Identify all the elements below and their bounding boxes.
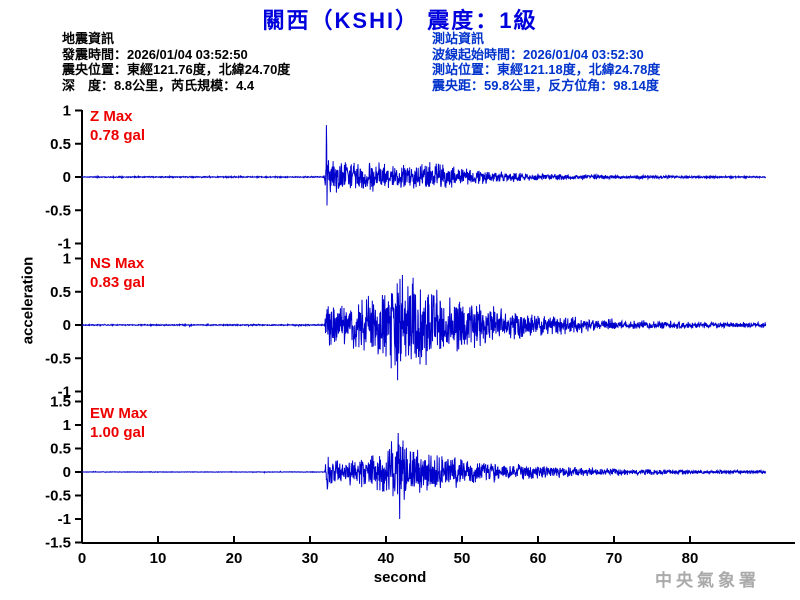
earthquake-epicenter: 震央位置：東經121.76度，北緯24.70度 — [62, 62, 291, 77]
x-tick-label: 10 — [150, 550, 167, 567]
y-tick-label: 0 — [63, 464, 71, 481]
y-tick-label: -1.5 — [45, 535, 71, 552]
z-waveform — [81, 125, 767, 206]
y-tick-label: -0.5 — [45, 488, 71, 505]
y-tick-label: 1 — [63, 251, 71, 268]
z-max-value: 0.78 gal — [90, 127, 146, 144]
y-tick-label: 0.5 — [50, 136, 71, 153]
y-tick-label: -0.5 — [45, 202, 71, 219]
agency-watermark: 中央氣象署 — [655, 571, 760, 590]
station-info-block: 測站資訊 波線起始時間：2026/01/04 03:52:30 測站位置：東經1… — [432, 31, 660, 93]
y-tick-label: -1 — [58, 384, 71, 401]
x-tick-label: 30 — [302, 550, 319, 567]
station-location: 測站位置：東經121.18度，北緯24.78度 — [432, 62, 661, 77]
x-tick-label: 50 — [454, 550, 471, 567]
y-tick-label: 0.5 — [50, 441, 71, 458]
y-tick-label: 1 — [63, 103, 71, 120]
ew-max-label: EW Max — [90, 405, 148, 422]
x-tick-label: 20 — [226, 550, 243, 567]
y-tick-label: -1 — [58, 511, 71, 528]
ew-channel-label: EW Max 1.00 gal — [90, 404, 148, 442]
ns-max-value: 0.83 gal — [90, 274, 146, 291]
x-tick-label: 0 — [78, 550, 86, 567]
x-tick-label: 70 — [606, 550, 623, 567]
y-tick-label: 0 — [63, 317, 71, 334]
earthquake-origin-time: 發震時間：2026/01/04 03:52:50 — [62, 46, 248, 62]
ns-channel-label: NS Max 0.83 gal — [90, 254, 145, 292]
ns-max-label: NS Max — [90, 255, 145, 272]
ns-waveform — [81, 274, 767, 381]
earthquake-depth-magnitude: 深 度：8.8公里，芮氏規模：4.4 — [62, 77, 255, 93]
x-axis-label: second — [373, 569, 427, 586]
y-tick-label: -0.5 — [45, 350, 71, 367]
x-tick-label: 40 — [378, 550, 395, 567]
earthquake-info-heading: 地震資訊 — [62, 31, 115, 46]
earthquake-info-block: 地震資訊 發震時間：2026/01/04 03:52:50 震央位置：東經121… — [62, 31, 290, 93]
station-info-heading: 測站資訊 — [432, 31, 485, 46]
x-tick-label: 60 — [530, 550, 547, 567]
waveform-start-time: 波線起始時間：2026/01/04 03:52:30 — [432, 46, 644, 62]
z-max-label: Z Max — [90, 108, 133, 125]
y-tick-label: 1.5 — [50, 394, 71, 411]
z-channel-label: Z Max 0.78 gal — [90, 107, 145, 145]
ew-waveform — [82, 432, 767, 520]
page-title: 關西（KSHI） 震度：1級 — [262, 8, 538, 33]
y-tick-label: -1 — [58, 236, 71, 253]
y-tick-label: 1 — [63, 417, 71, 434]
epicentral-distance-azimuth: 震央距：59.8公里，反方位角：98.14度 — [432, 77, 659, 93]
ew-max-value: 1.00 gal — [90, 424, 146, 441]
y-tick-label: 0.5 — [50, 284, 71, 301]
x-tick-label: 80 — [682, 550, 699, 567]
y-tick-label: 0 — [63, 169, 71, 186]
